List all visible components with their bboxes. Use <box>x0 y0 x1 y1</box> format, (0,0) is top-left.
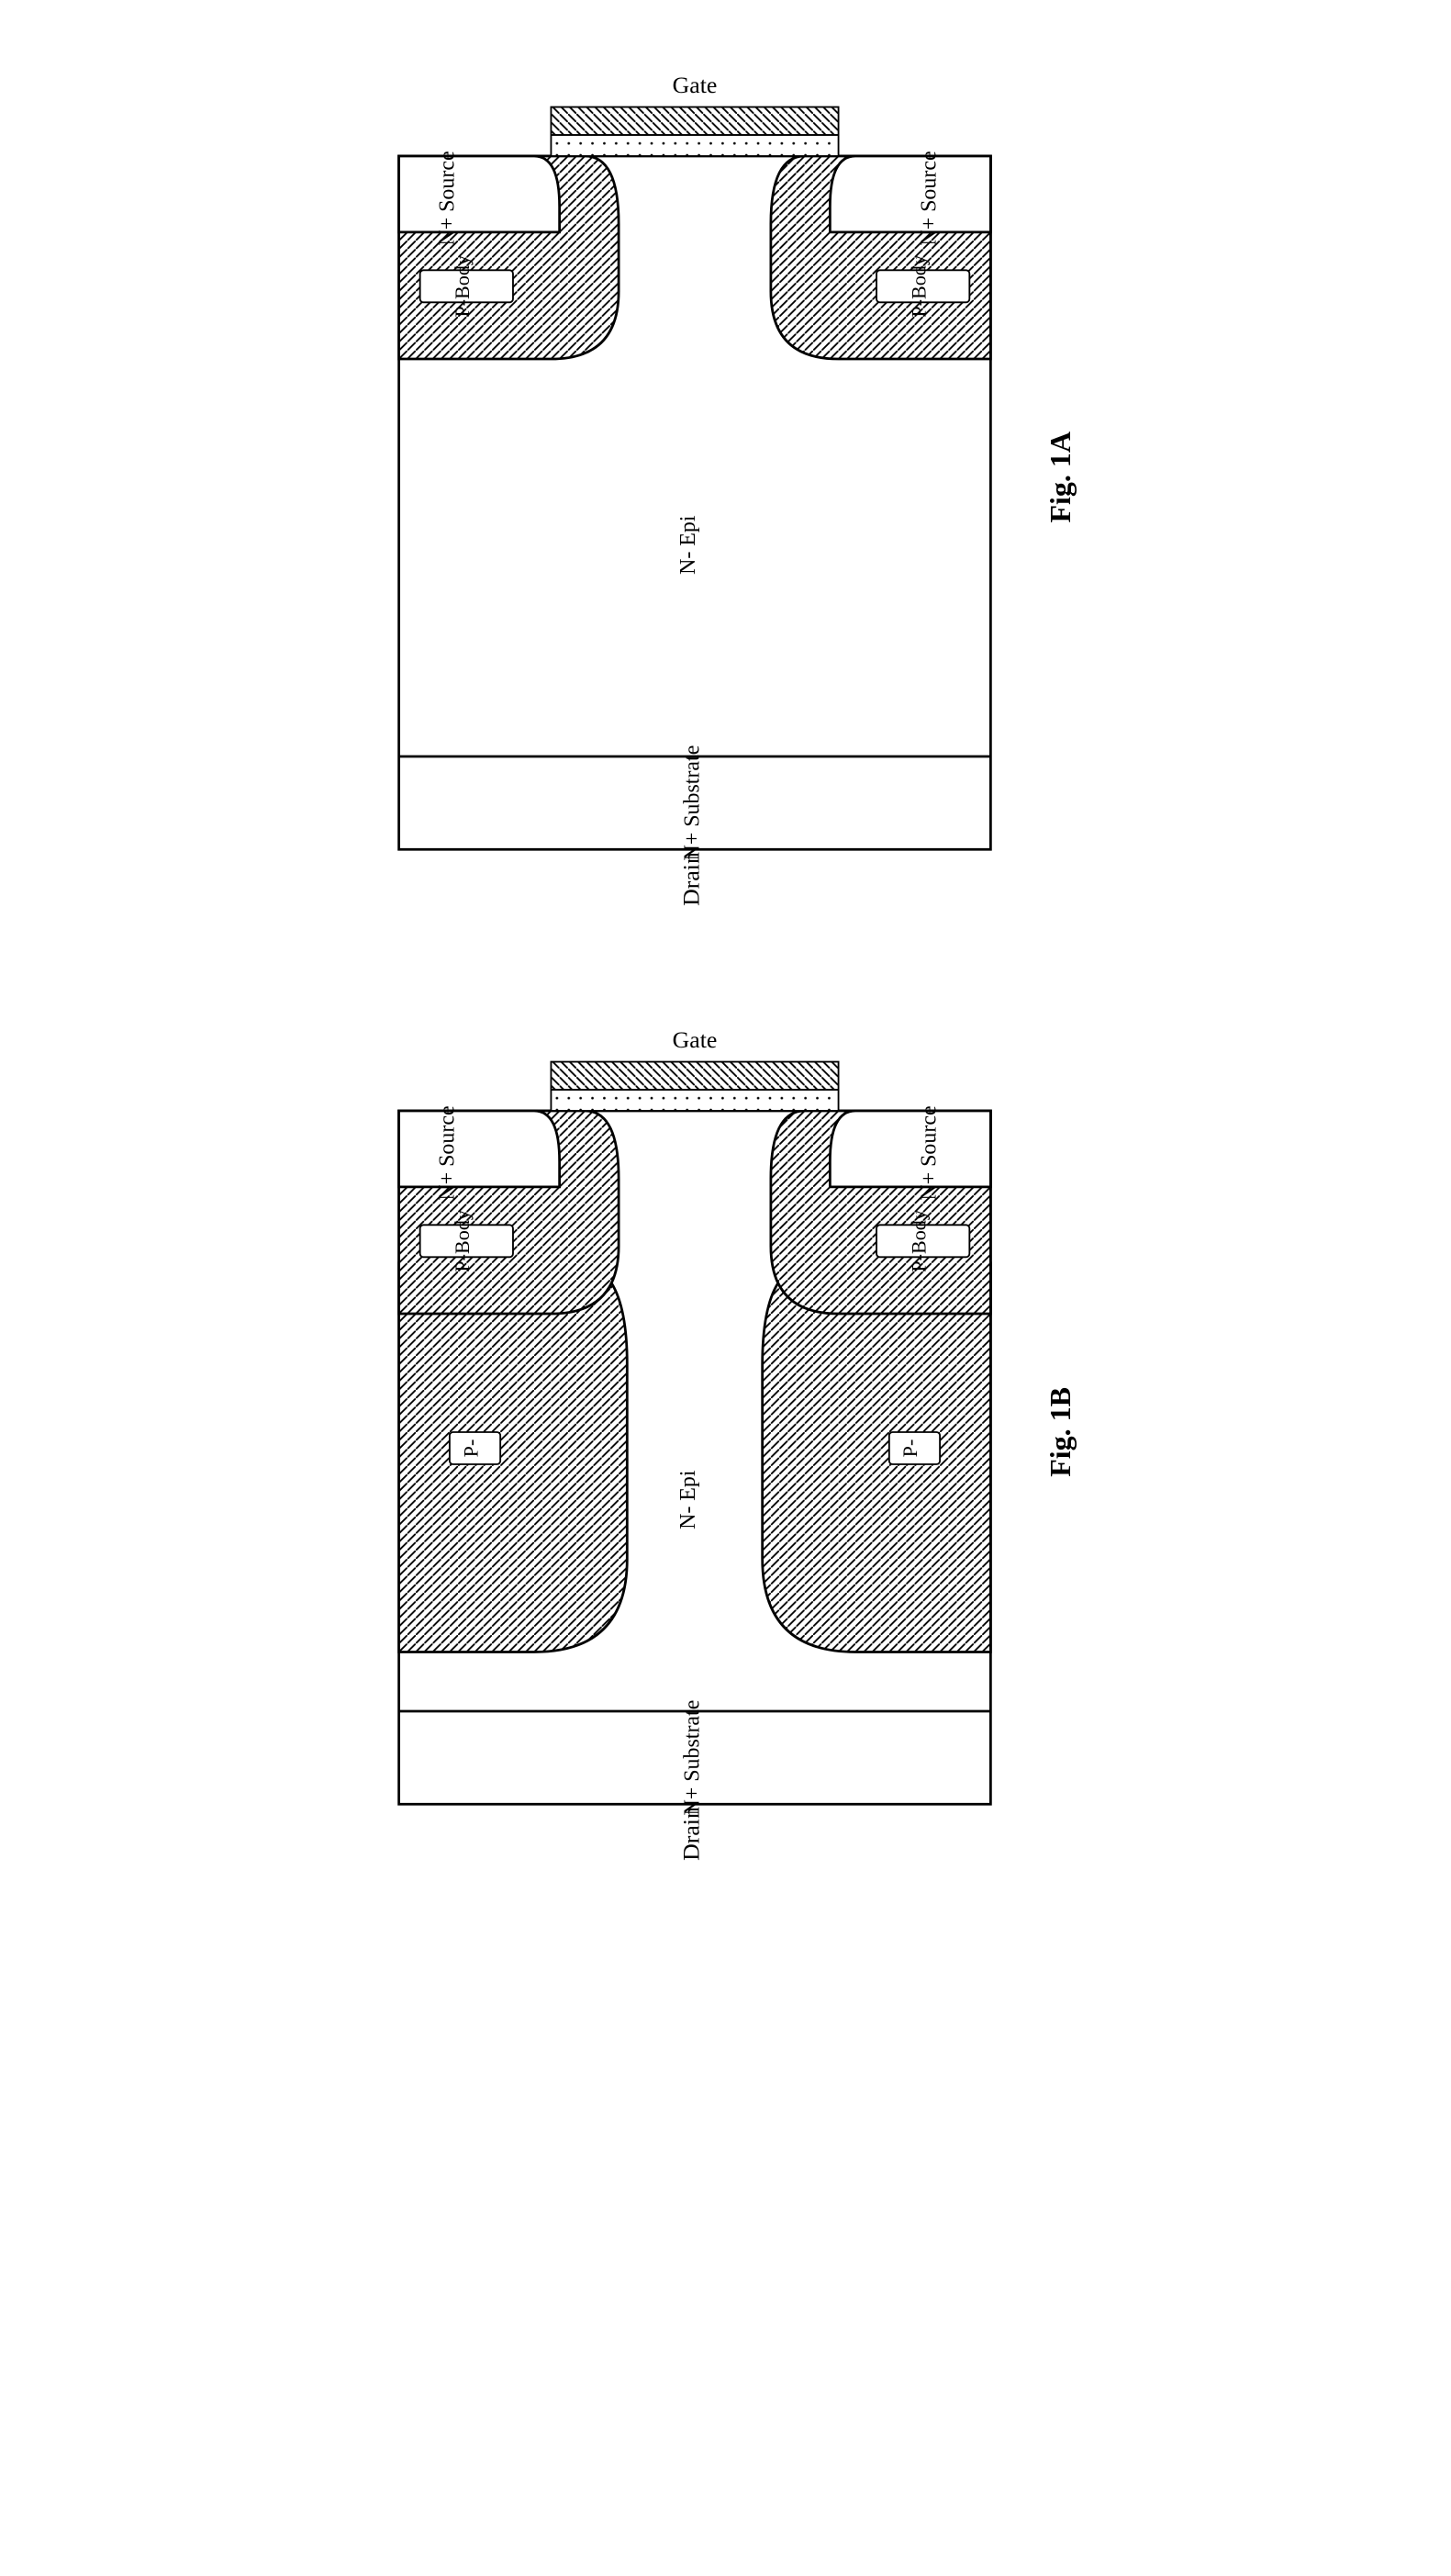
source-left-label-b: N+ Source <box>436 1105 460 1200</box>
figure-1a-svg: Gate N+ Source P-Body N+ Source P-Body N… <box>374 37 1016 918</box>
figure-1b-svg: Gate N+ Source P-Body P- N+ Source P-Bod… <box>374 991 1016 1873</box>
figure-1b-svg-holder: Gate N+ Source P-Body P- N+ Source P-Bod… <box>374 991 1016 1873</box>
figure-1b-caption: Fig. 1B <box>1044 1387 1077 1477</box>
pminus-right-region <box>763 1263 991 1652</box>
source-left-region-b <box>399 1111 560 1187</box>
source-right-region-b <box>830 1111 990 1187</box>
drain-label-a: Drain <box>678 852 705 906</box>
drain-label-b: Drain <box>678 1807 705 1861</box>
source-right-label: N+ Source <box>918 151 942 245</box>
source-left-label: N+ Source <box>436 151 460 245</box>
gate-label-b: Gate <box>673 1026 718 1053</box>
pminus-left-region <box>399 1263 628 1652</box>
gate-oxide <box>551 135 838 156</box>
svg-text:P-Body: P-Body <box>451 255 474 318</box>
gate-poly <box>551 107 838 135</box>
epi-label: N- Epi <box>676 515 700 575</box>
source-right-label-b: N+ Source <box>918 1105 942 1200</box>
svg-text:P-Body: P-Body <box>907 255 930 318</box>
figure-1b-wrapper: Gate N+ Source P-Body P- N+ Source P-Bod… <box>374 991 1077 1873</box>
figure-1a-wrapper: Gate N+ Source P-Body N+ Source P-Body N… <box>374 37 1077 918</box>
gate-oxide-b <box>551 1090 838 1111</box>
svg-text:P-: P- <box>899 1439 921 1458</box>
figure-1b-block: Gate N+ Source P-Body P- N+ Source P-Bod… <box>374 991 1077 1873</box>
svg-text:N+ Substrate: N+ Substrate <box>681 745 705 861</box>
figure-1a-block: Gate N+ Source P-Body N+ Source P-Body N… <box>374 37 1077 918</box>
gate-poly-b <box>551 1062 838 1090</box>
source-right-region <box>830 156 990 232</box>
gate-label: Gate <box>673 72 718 98</box>
svg-text:P-Body: P-Body <box>907 1210 930 1272</box>
epi-label-b: N- Epi <box>676 1470 700 1529</box>
figure-1a-svg-holder: Gate N+ Source P-Body N+ Source P-Body N… <box>374 37 1016 918</box>
source-left-region <box>399 156 560 232</box>
figures-container: Gate N+ Source P-Body N+ Source P-Body N… <box>37 37 1414 1873</box>
substrate-label-b: N+ Substrate <box>681 1700 705 1816</box>
svg-text:P-Body: P-Body <box>451 1210 474 1272</box>
figure-1a-caption: Fig. 1A <box>1044 431 1077 523</box>
svg-text:P-: P- <box>459 1439 482 1458</box>
